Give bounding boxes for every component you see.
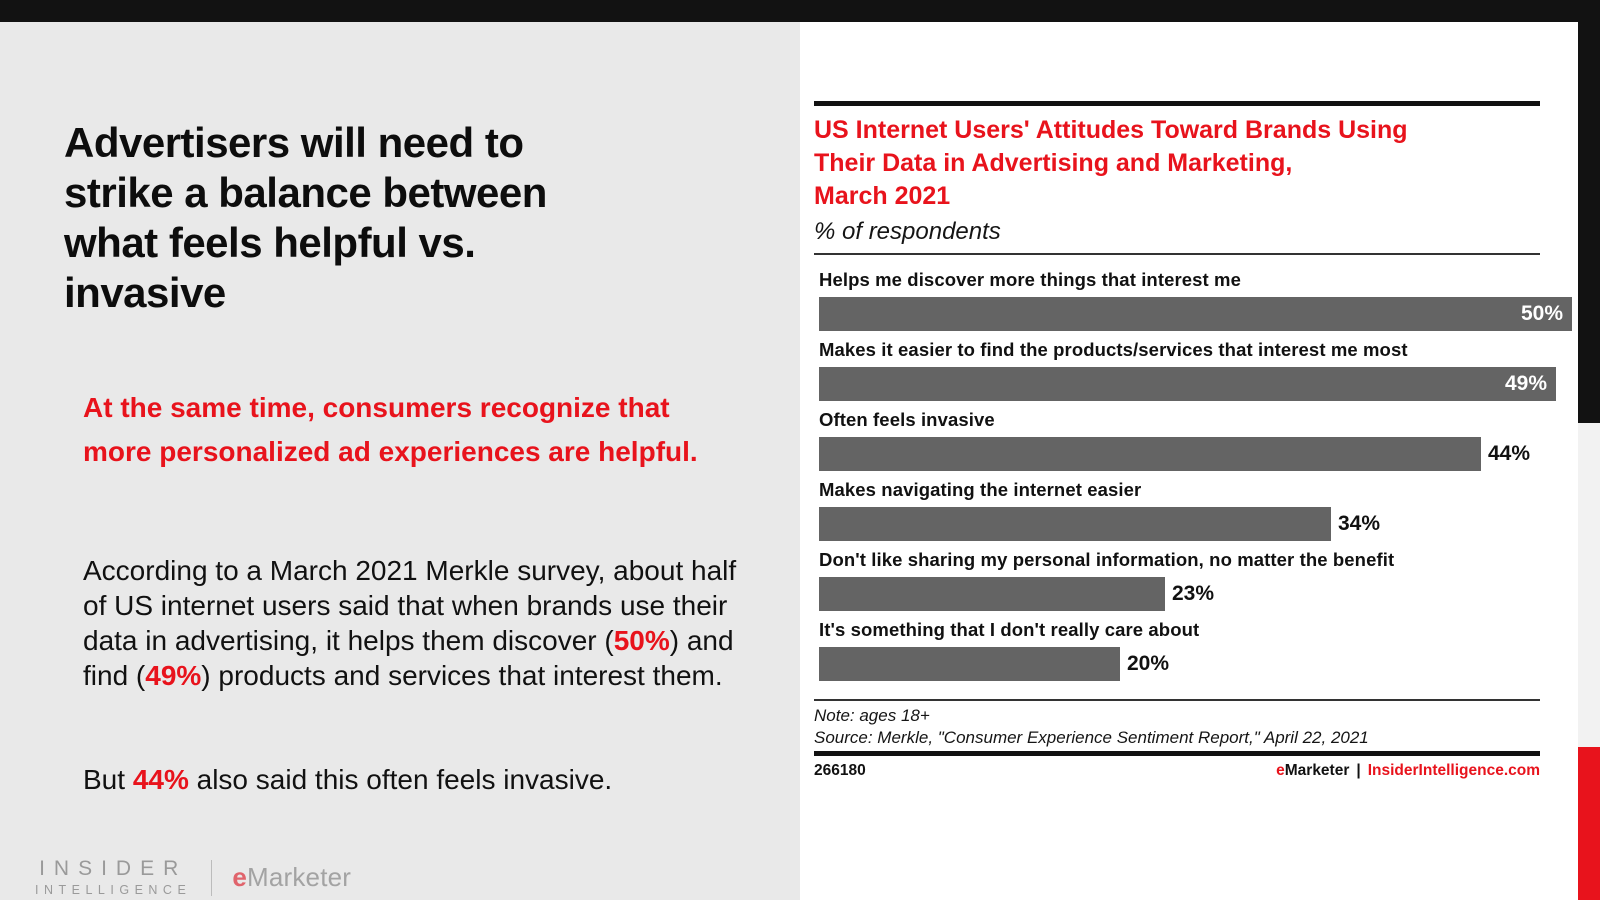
chart-footer: 266180 eMarketer | InsiderIntelligence.com	[814, 762, 1540, 780]
text-line: strike a balance between	[64, 169, 547, 216]
insider-logo-line2: INTELLIGENCE	[35, 883, 192, 897]
stat-highlight: 44%	[132, 764, 189, 795]
chart-note-block: Note: ages 18+ Source: Merkle, "Consumer…	[814, 705, 1540, 749]
text-segment: also said this often feels invasive.	[188, 764, 613, 795]
footer-site-link: InsiderIntelligence.com	[1367, 762, 1540, 779]
bar-value-label: 20%	[1127, 652, 1170, 675]
chart-id: 266180	[814, 762, 866, 779]
chart-source: Source: Merkle, "Consumer Experience Sen…	[814, 728, 1369, 747]
text-panel: Advertisers will need to strike a balance…	[0, 22, 800, 900]
stat-highlight: 50%	[613, 625, 670, 656]
emarketer-logo-text: Marketer	[246, 862, 352, 892]
bar-track: 23%	[819, 577, 1574, 611]
bar	[819, 647, 1120, 681]
right-edge-strip-gray	[1578, 423, 1600, 747]
text-segment: ) products and services that interest th…	[201, 660, 723, 691]
bar	[819, 437, 1481, 471]
chart-note: Note: ages 18+	[814, 706, 930, 725]
chart-row: Helps me discover more things that inter…	[819, 269, 1574, 331]
chart-card: US Internet Users' Attitudes Toward Bran…	[800, 22, 1578, 900]
text-line: March 2021	[814, 182, 951, 210]
chart-rows: Helps me discover more things that inter…	[819, 269, 1574, 689]
text-segment: But	[83, 764, 133, 795]
bar-category-label: Often feels invasive	[819, 409, 995, 430]
chart-row: Makes it easier to find the products/ser…	[819, 339, 1574, 401]
bar-category-label: Helps me discover more things that inter…	[819, 269, 1241, 290]
chart-row: Don't like sharing my personal informati…	[819, 549, 1574, 611]
footer-emarketer-text: Marketer	[1284, 762, 1350, 779]
bar-track: 44%	[819, 437, 1574, 471]
bar-track: 49%	[819, 367, 1574, 401]
bar: 50%	[819, 297, 1572, 331]
chart-top-rule	[814, 101, 1540, 106]
footer-separator: |	[1356, 762, 1361, 779]
insider-logo-line1: INSIDER	[39, 857, 188, 880]
text-segment: ) and find (	[83, 625, 734, 691]
bar-value-label: 44%	[1488, 442, 1531, 465]
chart-subtitle: % of respondents	[814, 218, 1001, 245]
text-line: US Internet Users' Attitudes Toward Bran…	[814, 116, 1408, 144]
slide-headline: Advertisers will need to strike a balance…	[64, 118, 642, 318]
footer-emarketer-e: e	[1276, 762, 1285, 779]
bar-value-label: 23%	[1172, 582, 1215, 605]
chart-bottom-rule	[814, 751, 1540, 756]
branding-row: INSIDER INTELLIGENCE eMarketer	[35, 858, 351, 897]
bar-track: 50%	[819, 297, 1574, 331]
chart-row: It's something that I don't really care …	[819, 619, 1574, 681]
right-edge-strip-black	[1578, 0, 1600, 423]
emarketer-logo-e: e	[232, 862, 247, 892]
body-paragraph: According to a March 2021 Merkle survey,…	[83, 553, 747, 693]
text-line: invasive	[64, 269, 226, 316]
chart-row: Often feels invasive 44%	[819, 409, 1574, 471]
chart-row: Makes navigating the internet easier 34%	[819, 479, 1574, 541]
chart-footer-brand: eMarketer | InsiderIntelligence.com	[1276, 762, 1540, 780]
bar-category-label: Don't like sharing my personal informati…	[819, 549, 1395, 570]
emarketer-logo: eMarketer	[232, 862, 351, 893]
bar	[819, 507, 1331, 541]
logo-divider	[211, 859, 213, 896]
chart-note-rule	[814, 699, 1540, 701]
chart-header-rule	[814, 253, 1540, 255]
bar-value-label: 50%	[1520, 302, 1563, 325]
bar	[819, 577, 1165, 611]
bar-track: 20%	[819, 647, 1574, 681]
insider-intelligence-logo: INSIDER INTELLIGENCE	[35, 858, 191, 897]
chart-title: US Internet Users' Attitudes Toward Bran…	[814, 114, 1534, 213]
top-black-bar	[0, 0, 1600, 22]
bar-category-label: Makes navigating the internet easier	[819, 479, 1142, 500]
right-edge-strip-red	[1578, 747, 1600, 900]
text-line: what feels helpful vs.	[64, 219, 476, 266]
bar-value-label: 49%	[1504, 372, 1547, 395]
closing-paragraph: But 44% also said this often feels invas…	[83, 762, 747, 797]
highlight-paragraph: At the same time, consumers recognize th…	[83, 392, 698, 467]
text-segment: According to a March 2021 Merkle survey,…	[83, 555, 737, 656]
bar: 49%	[819, 367, 1556, 401]
bar-category-label: It's something that I don't really care …	[819, 619, 1200, 640]
bar-category-label: Makes it easier to find the products/ser…	[819, 339, 1408, 360]
text-line: Advertisers will need to	[64, 119, 524, 166]
text-line: Their Data in Advertising and Marketing,	[814, 149, 1293, 177]
stat-highlight: 49%	[145, 660, 202, 691]
bar-value-label: 34%	[1338, 512, 1381, 535]
bar-track: 34%	[819, 507, 1574, 541]
